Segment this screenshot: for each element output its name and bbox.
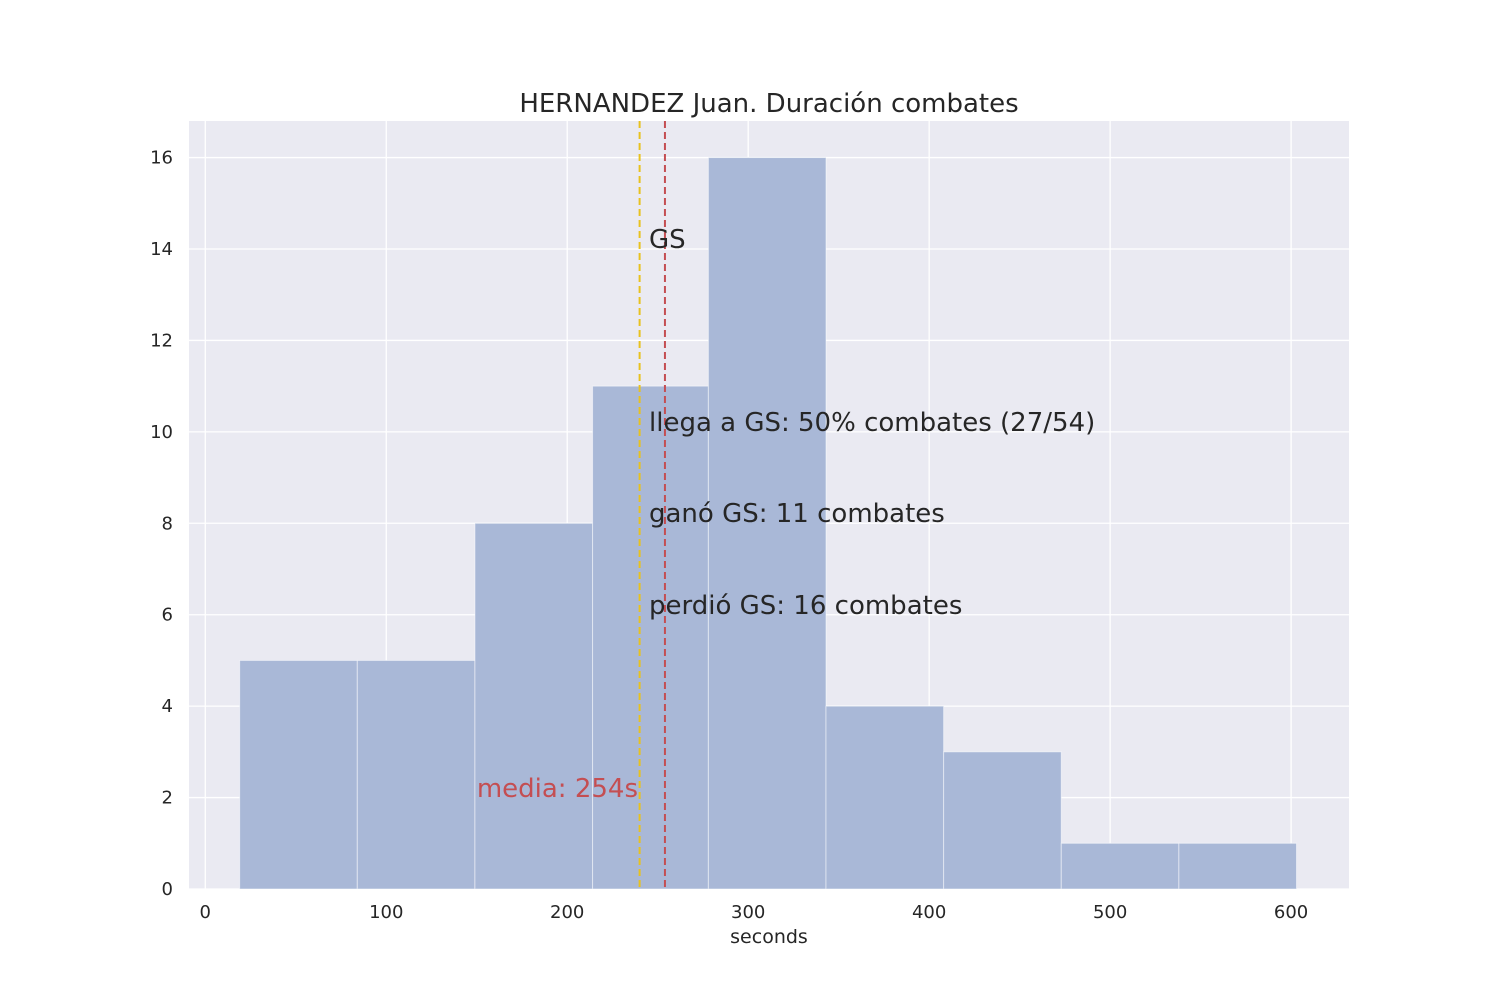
gs-annotation: GS xyxy=(649,225,686,255)
histogram-bar xyxy=(474,522,594,890)
histogram-bar xyxy=(1060,842,1180,890)
y-tick-label: 12 xyxy=(150,330,173,351)
lost-gs-annotation: perdió GS: 16 combates xyxy=(649,591,962,621)
y-tick-label: 0 xyxy=(162,879,173,900)
y-tick-label: 6 xyxy=(162,605,173,626)
histogram-bar xyxy=(825,705,945,890)
histogram-bar xyxy=(239,659,358,890)
histogram-bar xyxy=(943,751,1062,890)
histogram-bar xyxy=(707,157,827,890)
y-tick-label: 14 xyxy=(150,239,173,260)
x-tick-label: 500 xyxy=(1093,902,1127,923)
x-tick-label: 100 xyxy=(369,902,403,923)
mean-annotation: media: 254s xyxy=(477,774,638,804)
y-tick-label: 2 xyxy=(162,788,173,809)
histogram-bar xyxy=(1178,842,1298,890)
x-tick-label: 0 xyxy=(200,902,211,923)
histogram-bar xyxy=(592,385,709,890)
y-tick-label: 10 xyxy=(150,422,173,443)
reference-lines xyxy=(638,121,666,889)
x-tick-label: 200 xyxy=(550,902,584,923)
x-axis-label: seconds xyxy=(730,926,808,948)
y-tick-label: 16 xyxy=(150,148,173,169)
reach-gs-annotation: llega a GS: 50% combates (27/54) xyxy=(649,408,1095,438)
chart-title: HERNANDEZ Juan. Duración combates xyxy=(519,89,1018,119)
x-tick-labels: 0 100 200 300 400 500 600 xyxy=(200,902,1309,923)
histogram-bar xyxy=(356,659,476,890)
histogram-bars xyxy=(239,157,1298,890)
x-tick-label: 400 xyxy=(912,902,946,923)
y-tick-label: 4 xyxy=(162,696,173,717)
x-tick-label: 300 xyxy=(731,902,765,923)
x-tick-label: 600 xyxy=(1274,902,1308,923)
won-gs-annotation: ganó GS: 11 combates xyxy=(649,499,945,529)
y-tick-label: 8 xyxy=(162,513,173,534)
y-tick-labels: 0 2 4 6 8 10 12 14 16 xyxy=(150,148,173,900)
